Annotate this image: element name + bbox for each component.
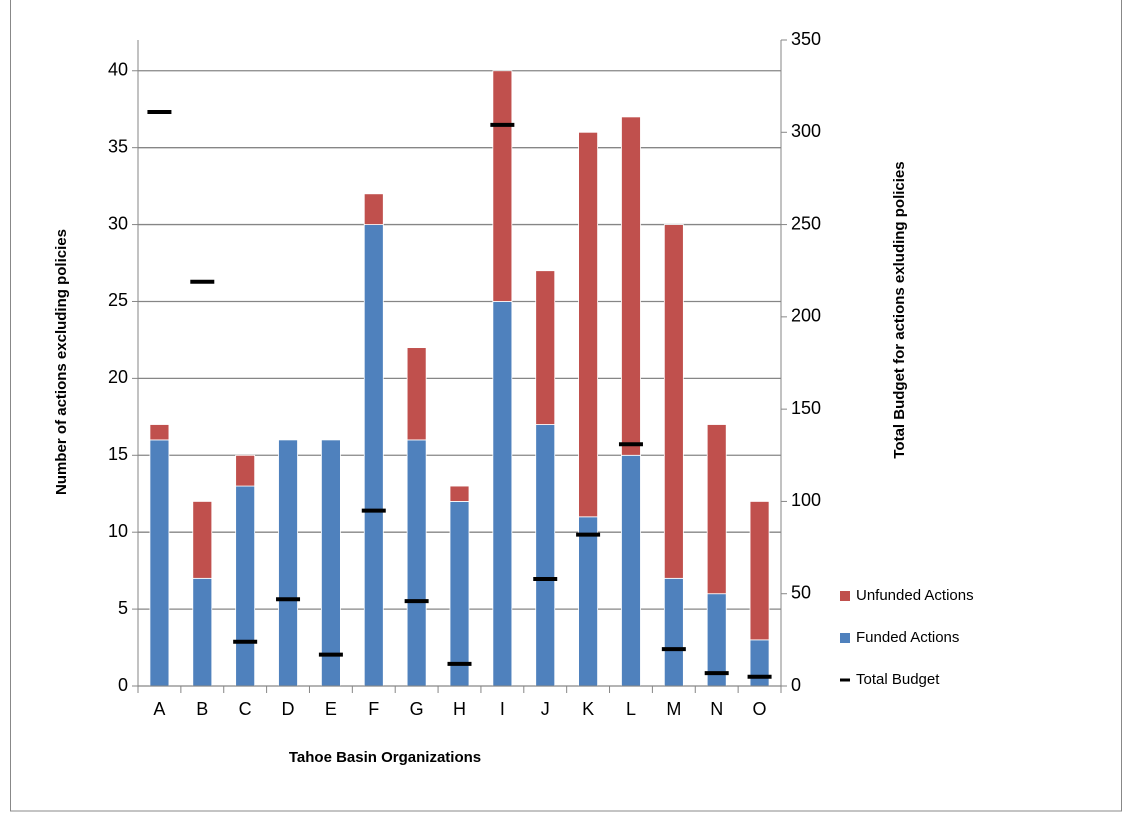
legend-label: Unfunded Actions bbox=[856, 587, 974, 604]
legend-swatch bbox=[840, 633, 850, 643]
y-tick-label: 10 bbox=[108, 521, 128, 541]
legend-swatch bbox=[840, 591, 850, 601]
bar-segment bbox=[663, 224, 684, 579]
y-tick-label: 15 bbox=[108, 444, 128, 464]
bar-segment bbox=[449, 501, 470, 687]
bar-segment bbox=[578, 131, 598, 518]
bar-segment bbox=[621, 454, 641, 687]
bar-segment bbox=[663, 577, 684, 687]
bar-segment bbox=[535, 270, 556, 425]
y-tick-label: 35 bbox=[108, 136, 128, 156]
x-tick-label: A bbox=[153, 699, 165, 719]
bar-segment bbox=[278, 439, 298, 687]
y-tick-label: 25 bbox=[108, 290, 128, 310]
bar-segment bbox=[149, 424, 170, 441]
bar-segment bbox=[235, 454, 256, 487]
x-tick-label: I bbox=[500, 699, 505, 719]
bar-segment bbox=[406, 347, 427, 441]
x-tick-label: N bbox=[710, 699, 723, 719]
y2-tick-label: 250 bbox=[791, 213, 821, 233]
x-tick-label: M bbox=[666, 699, 681, 719]
bar-segment bbox=[492, 70, 513, 302]
bar-segment bbox=[749, 639, 770, 687]
y2-axis-title: Total Budget for actions exluding polici… bbox=[891, 161, 908, 458]
bar-segment bbox=[749, 501, 770, 641]
bar-segment bbox=[706, 424, 727, 595]
bar-segment bbox=[235, 485, 256, 687]
bar-segment bbox=[149, 439, 170, 687]
bar-segment bbox=[535, 424, 556, 687]
frame bbox=[10, 0, 1122, 812]
y-tick-label: 30 bbox=[108, 213, 128, 233]
y2-tick-label: 50 bbox=[791, 582, 811, 602]
legend-label: Total Budget bbox=[856, 671, 940, 688]
x-tick-label: B bbox=[196, 699, 208, 719]
bar-segment bbox=[192, 577, 213, 687]
bar-segment bbox=[363, 224, 384, 687]
bar-segment bbox=[320, 439, 341, 687]
bar-segment bbox=[363, 193, 384, 225]
y-tick-label: 20 bbox=[108, 367, 128, 387]
y2-tick-label: 300 bbox=[791, 121, 821, 141]
x-tick-label: H bbox=[453, 699, 466, 719]
x-tick-label: C bbox=[239, 699, 252, 719]
x-tick-label: E bbox=[325, 699, 337, 719]
x-tick-label: D bbox=[282, 699, 295, 719]
x-tick-label: J bbox=[541, 699, 550, 719]
y2-tick-label: 200 bbox=[791, 306, 821, 326]
y-tick-label: 40 bbox=[108, 60, 128, 80]
x-tick-label: K bbox=[582, 699, 594, 719]
bar-segment bbox=[192, 501, 213, 579]
y2-tick-label: 0 bbox=[791, 675, 801, 695]
bar-segment bbox=[406, 439, 427, 687]
y-tick-label: 0 bbox=[118, 675, 128, 695]
y-axis-title: Number of actions excluding policies bbox=[53, 229, 70, 495]
x-tick-label: O bbox=[753, 699, 767, 719]
y-tick-label: 5 bbox=[118, 598, 128, 618]
bar-segment bbox=[449, 485, 470, 502]
legend-label: Funded Actions bbox=[856, 629, 959, 646]
y2-tick-label: 350 bbox=[791, 29, 821, 49]
y2-tick-label: 150 bbox=[791, 398, 821, 418]
x-tick-label: L bbox=[626, 699, 636, 719]
bar-segment bbox=[492, 301, 513, 687]
y2-tick-label: 100 bbox=[791, 490, 821, 510]
bar-segment bbox=[621, 116, 641, 456]
bar-segment bbox=[578, 516, 598, 687]
x-tick-label: F bbox=[368, 699, 379, 719]
x-tick-label: G bbox=[410, 699, 424, 719]
x-axis-title: Tahoe Basin Organizations bbox=[289, 749, 481, 766]
